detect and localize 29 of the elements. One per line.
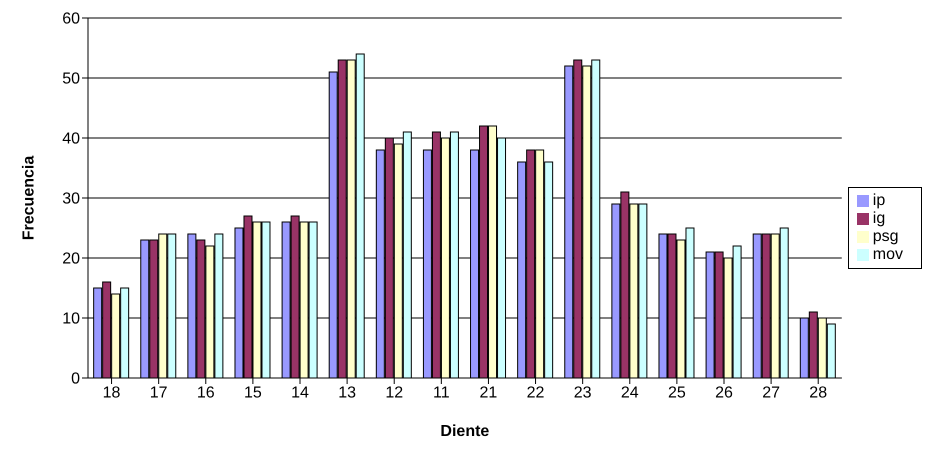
x-tick-label: 22 [526, 384, 545, 402]
x-tick-label: 17 [150, 384, 168, 402]
legend-label: psg [872, 228, 899, 245]
x-tick-label: 24 [620, 384, 639, 402]
x-tick-label: 15 [244, 384, 262, 402]
y-tick-label: 50 [62, 70, 80, 88]
x-tick-label: 23 [574, 384, 592, 402]
x-tick-label: 27 [762, 384, 780, 402]
y-tick-label: 30 [62, 190, 80, 208]
x-tick-label: 14 [291, 384, 309, 402]
y-tick-label: 20 [62, 250, 80, 268]
y-tick-label: 10 [62, 310, 80, 328]
x-tick-label: 13 [338, 384, 356, 402]
x-tick-label: 18 [102, 384, 121, 402]
y-axis-title: Frecuencia [20, 156, 38, 240]
y-tick-label: 60 [62, 10, 80, 28]
x-tick-label: 26 [715, 384, 733, 402]
x-tick-label: 25 [668, 384, 686, 402]
y-tick-label: 0 [71, 370, 80, 388]
x-tick-label: 28 [809, 384, 828, 402]
legend-label: mov [872, 246, 903, 263]
x-tick-label: 21 [480, 384, 498, 402]
legend-label: ig [872, 210, 886, 227]
x-tick-label: 12 [385, 384, 404, 402]
y-tick-label: 40 [62, 130, 80, 148]
x-tick-label: 11 [433, 384, 450, 402]
legend-label: ip [872, 192, 886, 209]
x-axis-title: Diente [440, 423, 490, 440]
x-tick-label: 16 [196, 384, 215, 402]
